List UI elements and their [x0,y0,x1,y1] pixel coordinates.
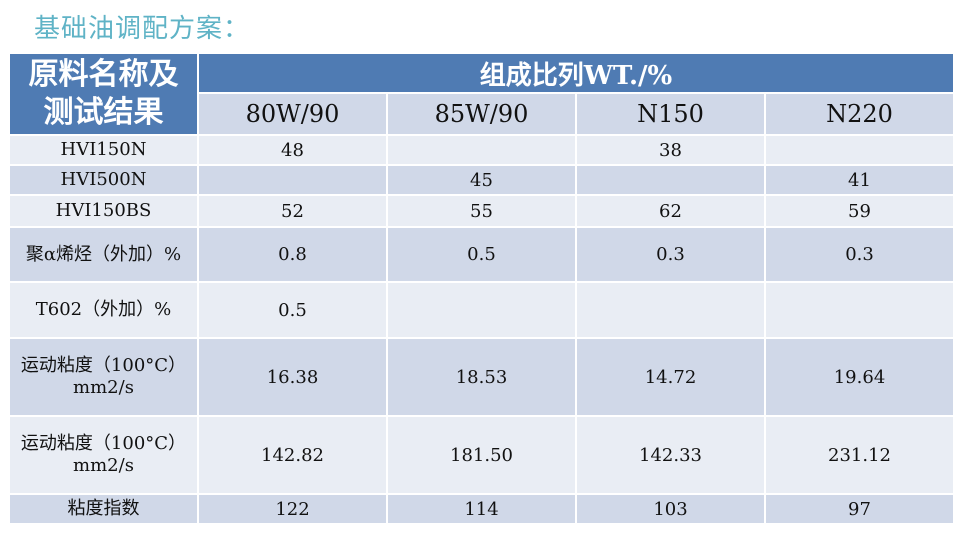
table-cell [386,134,577,166]
table-cell: 16.38 [197,337,388,417]
corner-header-line1: 原料名称及 [28,57,179,92]
table-cell: 114 [386,493,577,525]
row-label: 运动粘度（100°C）mm2/s [8,415,199,495]
table-cell: 41 [763,164,956,196]
table-row: 粘度指数 122 114 103 97 [8,493,956,525]
table-cell: 38 [575,134,766,166]
table-row: 聚α烯烃（外加）% 0.8 0.5 0.3 0.3 [8,226,956,283]
table-cell [386,281,577,339]
table-cell: 19.64 [763,337,956,417]
table-cell: 62 [575,194,766,228]
table-cell: 55 [386,194,577,228]
table-cell [763,134,956,166]
table-cell: 0.3 [763,226,956,283]
column-header-row: 80W/90 85W/90 N150 N220 [9,92,956,136]
table-cell: 52 [197,194,388,228]
row-label: HVI500N [8,164,199,196]
table-cell: 0.5 [197,281,388,339]
table-row: T602（外加）% 0.5 [8,281,956,339]
table-cell: 142.82 [197,415,388,495]
row-label: T602（外加）% [8,281,199,339]
table-cell: 142.33 [575,415,766,495]
table-cell: 14.72 [575,337,766,417]
table-cell [575,281,766,339]
table-row: 运动粘度（100°C）mm2/s 16.38 18.53 14.72 19.64 [8,337,956,417]
table-cell: 181.50 [386,415,577,495]
table-cell [197,164,388,196]
group-header: 组成比列WT./% [196,52,956,94]
table-header-row: 原料名称及 测试结果 组成比列WT./% [8,52,956,136]
table-row: HVI500N 45 41 [8,164,956,196]
column-header: 80W/90 [197,92,388,136]
corner-header: 原料名称及 测试结果 [8,52,199,136]
row-label: 运动粘度（100°C）mm2/s [8,337,199,417]
table-row: 运动粘度（100°C）mm2/s 142.82 181.50 142.33 23… [8,415,956,495]
row-label: 聚α烯烃（外加）% [8,226,199,283]
row-label: HVI150BS [8,194,199,228]
table-cell: 103 [575,493,766,525]
table-cell: 97 [763,493,956,525]
slide-title: 基础油调配方案： [34,14,251,44]
column-header: N150 [575,92,766,136]
row-label: 粘度指数 [8,493,199,525]
table-cell [763,281,956,339]
column-header: N220 [763,92,956,136]
column-header: 85W/90 [386,92,577,136]
table-cell: 231.12 [763,415,956,495]
table-cell: 0.3 [575,226,766,283]
table-cell: 48 [197,134,388,166]
table-row: HVI150BS 52 55 62 59 [8,194,956,228]
table-cell: 122 [197,493,388,525]
blend-table: 原料名称及 测试结果 组成比列WT./% 80W/90 85W/90 N150 … [8,52,956,525]
table-cell: 0.8 [197,226,388,283]
table-cell: 18.53 [386,337,577,417]
table-cell: 59 [763,194,956,228]
table-cell [575,164,766,196]
table-cell: 45 [386,164,577,196]
corner-header-line2: 测试结果 [43,95,164,130]
table-row: HVI150N 48 38 [8,134,956,166]
table-cell: 0.5 [386,226,577,283]
row-label: HVI150N [8,134,199,166]
